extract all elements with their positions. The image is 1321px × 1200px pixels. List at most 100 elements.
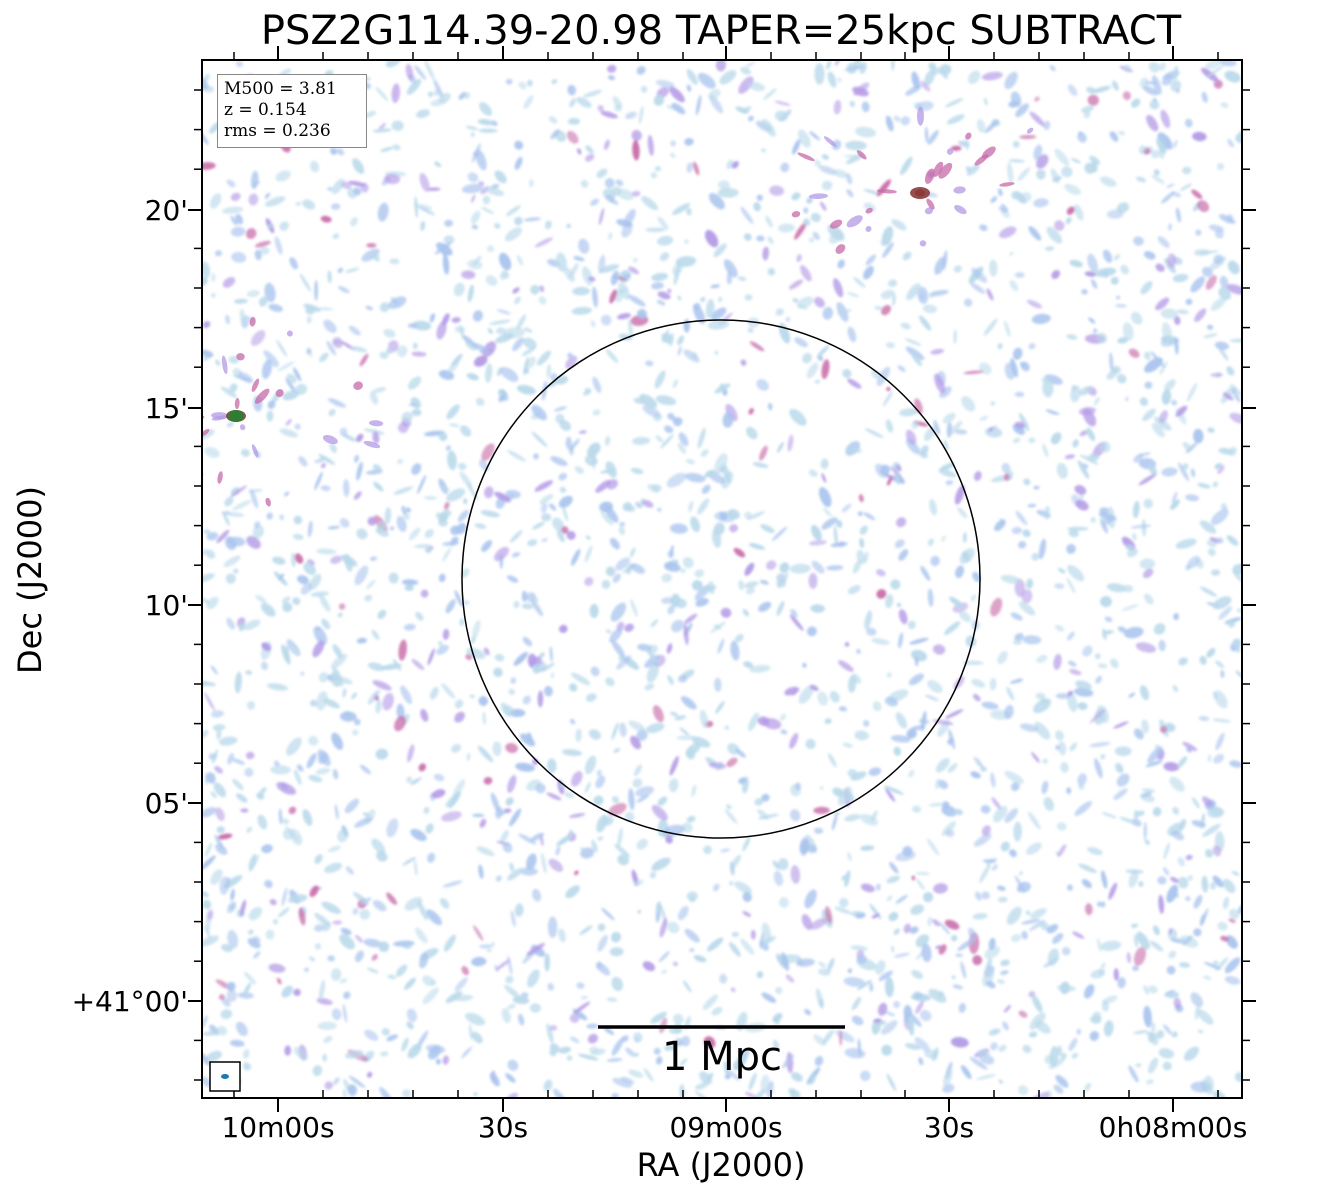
noise-blob (1034, 96, 1040, 102)
noise-blob (1171, 191, 1182, 198)
noise-blob (423, 495, 438, 500)
noise-blob (1079, 454, 1099, 465)
noise-blob (550, 672, 555, 679)
noise-blob (1035, 692, 1046, 700)
noise-blob (373, 481, 384, 492)
noise-blob (1079, 430, 1089, 437)
noise-blob (532, 664, 541, 674)
noise-blob (760, 524, 775, 534)
source-artefact (953, 186, 966, 194)
noise-blob (299, 273, 312, 292)
noise-blob (1220, 669, 1225, 679)
noise-blob (282, 602, 293, 613)
noise-blob (911, 71, 921, 90)
noise-blob (973, 833, 992, 847)
noise-blob (966, 164, 980, 176)
noise-blob (686, 459, 695, 465)
noise-blob (1042, 758, 1049, 764)
noise-blob (914, 656, 919, 667)
noise-blob (609, 627, 623, 643)
noise-blob (1028, 437, 1036, 444)
noise-blob (747, 327, 754, 333)
noise-blob (1010, 358, 1019, 378)
m500-label: M500 = 3.81 (224, 79, 337, 99)
noise-blob (851, 1015, 864, 1026)
noise-blob (365, 305, 373, 311)
noise-blob (369, 556, 378, 561)
noise-blob (1022, 529, 1031, 538)
noise-blob (695, 598, 709, 607)
noise-blob (470, 194, 476, 203)
noise-blob (446, 488, 466, 502)
noise-blob (607, 64, 617, 73)
x-tick-label: 0h08m00s (1099, 1111, 1248, 1144)
noise-blob (1158, 418, 1164, 423)
noise-blob (682, 980, 692, 993)
noise-blob (1116, 202, 1130, 214)
noise-blob (953, 329, 957, 344)
noise-blob (226, 981, 236, 992)
noise-blob (223, 513, 230, 526)
noise-blob (1111, 365, 1121, 374)
noise-blob (448, 423, 460, 428)
noise-blob (530, 593, 539, 603)
noise-blob (567, 352, 573, 359)
noise-blob (319, 352, 329, 363)
noise-blob (356, 461, 363, 481)
noise-blob (405, 63, 414, 81)
noise-blob (571, 771, 583, 787)
noise-blob (316, 548, 337, 555)
noise-blob (1149, 100, 1160, 110)
noise-blob (821, 359, 830, 380)
noise-blob (803, 218, 811, 226)
noise-blob (514, 140, 524, 150)
noise-blob (714, 762, 724, 768)
noise-blob (1102, 249, 1113, 263)
noise-blob (1225, 935, 1238, 949)
noise-blob (1201, 91, 1208, 103)
source-artefact (286, 330, 293, 337)
noise-blob (406, 78, 422, 95)
noise-blob (827, 753, 837, 768)
noise-blob (206, 1050, 223, 1062)
noise-blob (686, 162, 693, 173)
noise-blob (316, 691, 328, 711)
noise-blob (834, 60, 841, 66)
noise-blob (756, 971, 764, 979)
noise-blob (584, 576, 594, 587)
noise-blob (1143, 821, 1147, 840)
noise-blob (780, 162, 790, 173)
noise-blob (327, 955, 335, 962)
noise-blob (422, 987, 439, 1005)
noise-blob (1124, 626, 1144, 639)
noise-blob (339, 933, 355, 950)
noise-blob (941, 535, 947, 542)
noise-blob (569, 1013, 580, 1023)
noise-blob (1232, 389, 1241, 403)
noise-blob (611, 795, 620, 804)
noise-blob (1133, 728, 1144, 740)
noise-blob (238, 372, 254, 384)
noise-blob (686, 84, 692, 92)
noise-blob (939, 386, 952, 398)
noise-blob (286, 373, 297, 384)
noise-blob (1130, 524, 1152, 529)
noise-blob (309, 699, 318, 707)
noise-blob (822, 507, 832, 517)
noise-blob (484, 363, 493, 383)
noise-blob (863, 265, 874, 280)
noise-blob (655, 395, 677, 406)
noise-blob (723, 259, 738, 278)
noise-blob (911, 352, 923, 367)
noise-blob (747, 511, 765, 520)
noise-blob (731, 931, 739, 937)
noise-blob (471, 1031, 483, 1044)
noise-blob (1123, 64, 1131, 73)
noise-blob (1068, 529, 1079, 538)
noise-blob (472, 342, 490, 355)
noise-blob (672, 262, 683, 276)
noise-blob (308, 774, 323, 783)
noise-blob (749, 664, 771, 673)
noise-blob (647, 135, 654, 156)
noise-blob (1133, 1030, 1149, 1035)
